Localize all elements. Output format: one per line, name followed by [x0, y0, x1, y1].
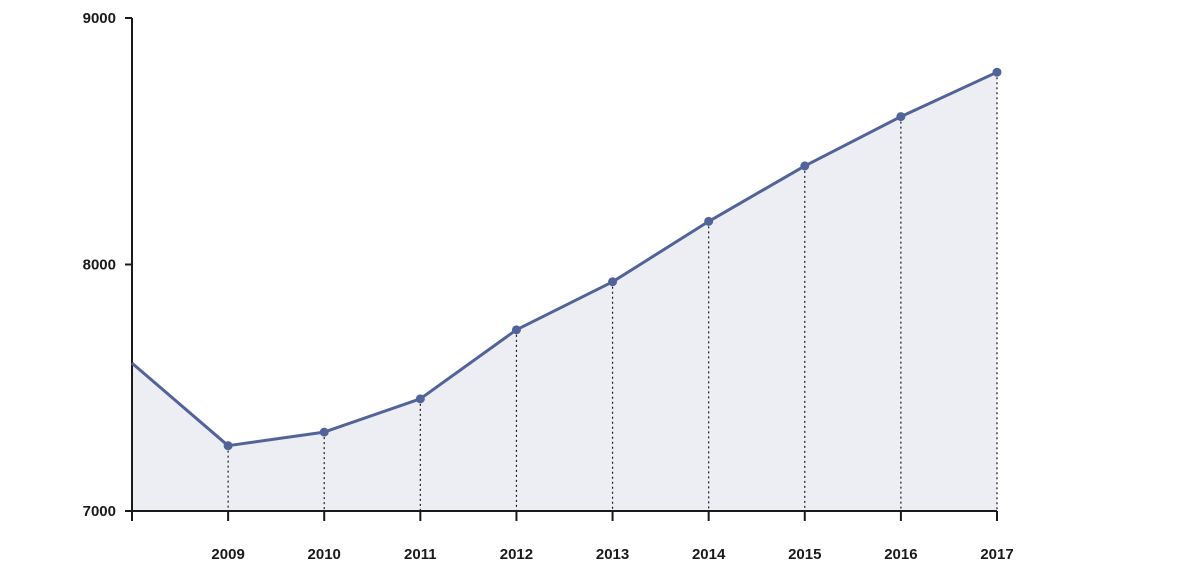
data-point-2016: [896, 112, 906, 122]
x-tick-label-2011: 2011: [404, 546, 437, 563]
x-ticks: 2009 2010 2011 2012 2013 2014 2015 2016 2017: [131, 511, 1014, 563]
x-tick-label-2017: 2017: [980, 546, 1013, 563]
y-ticks: 7000 8000 9000: [83, 10, 132, 520]
x-tick-label-2013: 2013: [596, 546, 629, 563]
x-tick-label-2016: 2016: [884, 546, 917, 563]
area-fill-layer: [132, 72, 997, 511]
data-point-2012: [511, 325, 521, 335]
area-fill: [132, 72, 997, 511]
series-line-layer: [131, 70, 998, 448]
data-points-layer: [223, 67, 1002, 451]
data-point-2013: [608, 277, 618, 287]
data-point-2010: [319, 427, 329, 437]
y-tick-label-8000: 8000: [83, 257, 116, 274]
x-tick-label-2010: 2010: [308, 546, 341, 563]
data-point-2015: [800, 161, 810, 171]
drop-lines-layer: [227, 72, 998, 511]
y-tick-label-9000: 9000: [83, 10, 116, 27]
data-point-2009: [223, 441, 233, 451]
series-line: [131, 70, 998, 448]
data-point-2011: [415, 394, 425, 404]
data-point-2017: [992, 67, 1002, 77]
y-tick-label-7000: 7000: [83, 503, 116, 520]
data-point-2014: [704, 216, 714, 226]
x-tick-label-2015: 2015: [788, 546, 821, 563]
x-tick-label-2014: 2014: [692, 546, 726, 563]
x-tick-label-2009: 2009: [211, 546, 244, 563]
x-tick-label-2012: 2012: [500, 546, 533, 563]
